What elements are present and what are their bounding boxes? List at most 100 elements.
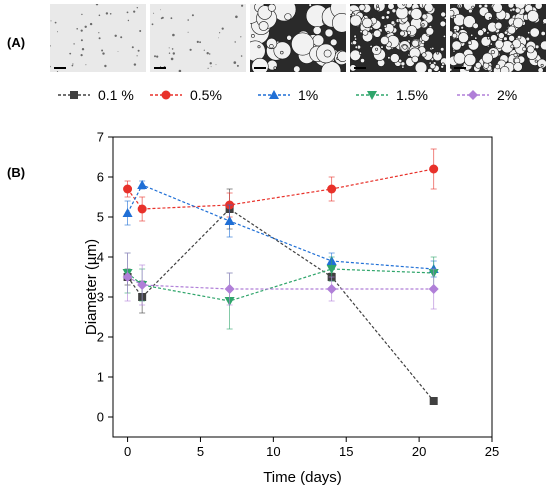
emulsion-droplet	[373, 29, 382, 38]
emulsion-droplet	[385, 15, 390, 20]
emulsion-droplet	[472, 22, 479, 30]
emulsion-droplet	[443, 16, 446, 20]
emulsion-droplet	[477, 29, 484, 37]
emulsion-droplet	[441, 62, 445, 66]
series-triangle-up	[122, 180, 439, 278]
droplet-speck	[240, 36, 242, 38]
data-point	[326, 284, 337, 294]
droplet-speck	[114, 34, 117, 37]
emulsion-droplet	[329, 38, 338, 46]
emulsion-droplet	[267, 4, 276, 12]
emulsion-droplet	[525, 36, 530, 42]
emulsion-droplet	[410, 8, 423, 20]
y-tick-label: 4	[97, 250, 104, 265]
emulsion-droplet	[380, 35, 390, 45]
droplet-speck	[215, 64, 217, 66]
y-tick-label: 7	[97, 130, 104, 145]
legend-label: 2%	[497, 87, 517, 103]
micrograph-1	[50, 4, 146, 72]
droplet-speck	[127, 19, 130, 22]
emulsion-droplet	[474, 61, 482, 69]
series-square	[123, 188, 438, 405]
y-tick-label: 2	[97, 330, 104, 345]
emulsion-droplet	[507, 25, 517, 35]
legend-item: 1%	[258, 87, 318, 103]
emulsion-droplet	[350, 49, 361, 61]
droplet-speck	[210, 66, 212, 68]
emulsion-droplet	[421, 52, 427, 58]
emulsion-droplet	[464, 53, 477, 67]
emulsion-droplet	[527, 31, 531, 35]
emulsion-droplet	[360, 58, 365, 63]
data-point	[137, 280, 148, 290]
emulsion-droplet	[389, 53, 400, 63]
emulsion-droplet	[258, 21, 269, 31]
emulsion-droplet	[486, 31, 490, 35]
droplet-speck	[160, 17, 163, 20]
micrograph-background	[150, 4, 246, 72]
droplet-speck	[57, 31, 58, 33]
emulsion-droplet	[458, 4, 462, 8]
droplet-speck	[153, 12, 155, 14]
droplet-speck	[50, 20, 52, 22]
micrograph-background	[50, 4, 146, 72]
x-tick-label: 25	[485, 444, 499, 459]
emulsion-droplet	[332, 13, 346, 33]
x-tick-label: 20	[412, 444, 426, 459]
x-axis-label: Time (days)	[263, 469, 342, 486]
legend-item: 0.1 %	[58, 87, 134, 103]
emulsion-droplet	[526, 45, 535, 54]
droplet-speck	[160, 66, 162, 67]
droplet-speck	[209, 62, 212, 65]
x-tick-label: 15	[339, 444, 353, 459]
legend-item: 2%	[457, 87, 517, 103]
emulsion-droplet	[513, 53, 518, 58]
droplet-speck	[171, 48, 174, 50]
emulsion-droplet	[369, 44, 373, 48]
emulsion-droplet	[437, 70, 441, 72]
data-point	[428, 284, 439, 294]
emulsion-droplet	[514, 7, 521, 14]
emulsion-droplet	[540, 30, 546, 36]
droplet-speck	[95, 4, 99, 6]
emulsion-droplet	[478, 4, 483, 9]
emulsion-droplet	[474, 36, 478, 40]
emulsion-droplet	[471, 5, 475, 9]
emulsion-droplet	[508, 34, 515, 42]
data-point	[326, 265, 337, 274]
droplet-speck	[98, 37, 101, 40]
emulsion-droplet	[353, 34, 357, 39]
emulsion-droplet	[453, 29, 458, 33]
emulsion-droplet	[273, 66, 277, 70]
droplet-speck	[73, 43, 75, 45]
emulsion-droplet	[387, 56, 391, 60]
droplet-speck	[199, 41, 201, 44]
emulsion-droplet	[451, 40, 462, 51]
emulsion-droplet	[400, 61, 406, 67]
data-point	[122, 208, 133, 217]
series-diamond	[122, 252, 439, 310]
emulsion-droplet	[386, 10, 391, 15]
emulsion-droplet	[286, 34, 292, 41]
droplet-speck	[117, 51, 119, 52]
plot-frame	[112, 136, 493, 438]
series-circle	[123, 148, 439, 222]
legend-label: 0.5%	[190, 87, 222, 103]
emulsion-droplet	[354, 45, 359, 49]
legend-item: 1.5%	[356, 87, 428, 103]
emulsion-droplet	[257, 45, 261, 49]
emulsion-droplet	[494, 39, 504, 49]
droplet-speck	[207, 67, 209, 69]
emulsion-droplet	[529, 27, 540, 38]
droplet-speck	[71, 64, 74, 67]
emulsion-droplet	[512, 17, 524, 29]
droplet-speck	[172, 33, 175, 37]
droplet-speck	[50, 45, 51, 47]
droplet-speck	[235, 15, 238, 19]
emulsion-droplet	[380, 15, 386, 20]
y-axis-label: Diameter (µm)	[83, 239, 100, 335]
droplet-speck	[170, 17, 173, 20]
emulsion-droplet	[439, 20, 446, 27]
panel-label-b: (B)	[7, 165, 26, 180]
legend-marker	[269, 90, 279, 99]
